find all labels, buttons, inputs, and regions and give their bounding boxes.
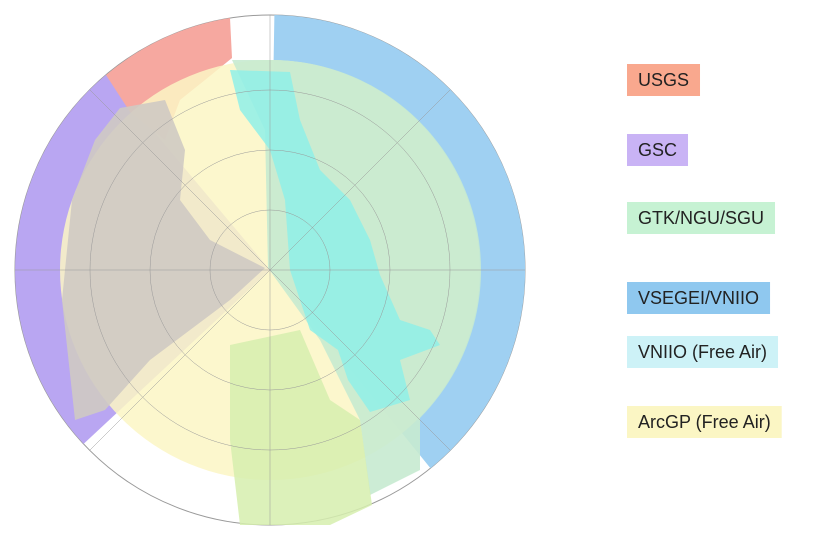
legend: USGS GSC GTK/NGU/SGU VSEGEI/VNIIO VNIIO (Fre…: [627, 64, 782, 438]
legend-label: VNIIO (Free Air): [638, 342, 767, 362]
legend-label: VSEGEI/VNIIO: [638, 288, 759, 308]
vniio-area: [230, 70, 440, 412]
legend-label: GTK/NGU/SGU: [638, 208, 764, 228]
polar-map: [14, 14, 526, 526]
nordic-area: [230, 330, 372, 525]
legend-swatch: [627, 202, 776, 234]
legend-swatch: [627, 282, 771, 314]
legend-swatch: [627, 406, 782, 438]
legend-label: ArcGP (Free Air): [638, 412, 771, 432]
gsc-land-area: [62, 100, 265, 420]
legend-label: GSC: [638, 140, 677, 160]
legend-label: USGS: [638, 70, 689, 90]
legend-swatch: [627, 64, 701, 96]
legend-swatch: [627, 336, 779, 368]
graticule: [15, 15, 525, 525]
legend-swatch: [627, 134, 689, 166]
